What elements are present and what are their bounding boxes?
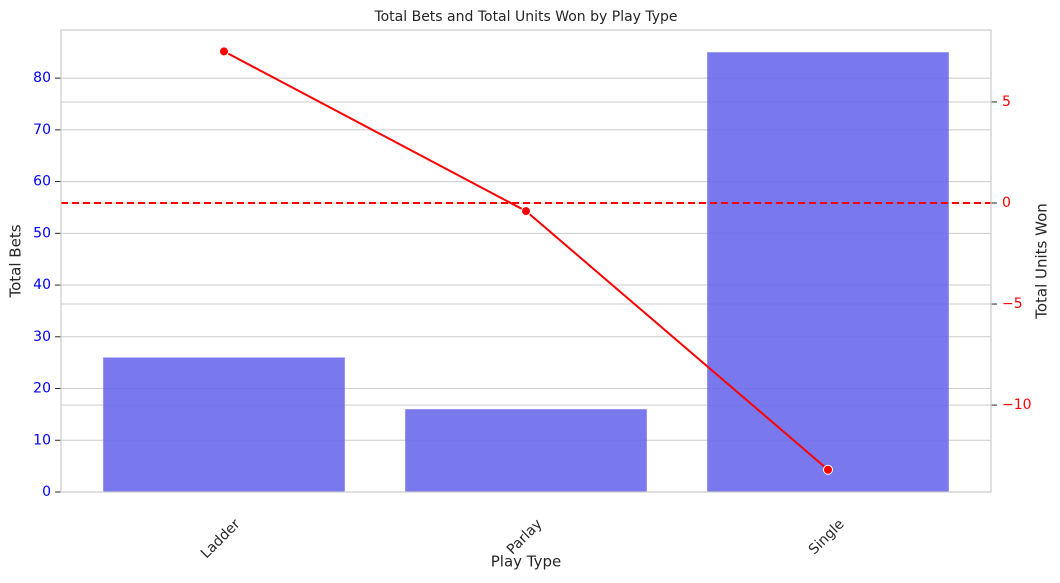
x-axis-label: Play Type [491,553,562,571]
point [521,206,531,217]
point [823,464,833,475]
y2-tick-label: −10 [1002,397,1032,413]
point [219,46,229,57]
y-tick-label: 80 [33,70,51,86]
y-tick-label: 0 [42,484,51,500]
y-tick-label: 30 [33,329,51,345]
y2-axis-label: Total Units Won [1033,203,1051,320]
y-tick-label: 60 [33,174,51,190]
y2-tick-label: 5 [1002,94,1011,110]
bar [103,357,345,492]
plot-frame [60,29,992,493]
bar [707,52,949,492]
y-tick-label: 20 [33,381,51,397]
y-tick-label: 40 [33,277,51,293]
y-tick-label: 10 [33,432,51,448]
y-axis-label: Total Bets [7,224,25,298]
y2-tick-label: −5 [1002,296,1023,312]
y-tick-label: 70 [33,122,51,138]
bar [405,409,647,492]
y2-tick-label: 0 [1002,195,1011,211]
y-tick-label: 50 [33,225,51,241]
chart-title: Total Bets and Total Units Won by Play T… [373,9,677,25]
